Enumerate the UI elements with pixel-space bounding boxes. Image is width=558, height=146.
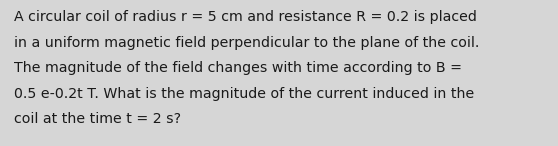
Text: 0.5 e-0.2t T. What is the magnitude of the current induced in the: 0.5 e-0.2t T. What is the magnitude of t…	[14, 87, 474, 101]
Text: in a uniform magnetic field perpendicular to the plane of the coil.: in a uniform magnetic field perpendicula…	[14, 36, 479, 50]
Text: coil at the time t = 2 s?: coil at the time t = 2 s?	[14, 112, 181, 126]
Text: A circular coil of radius r = 5 cm and resistance R = 0.2 is placed: A circular coil of radius r = 5 cm and r…	[14, 10, 477, 24]
Text: The magnitude of the field changes with time according to B =: The magnitude of the field changes with …	[14, 61, 462, 75]
